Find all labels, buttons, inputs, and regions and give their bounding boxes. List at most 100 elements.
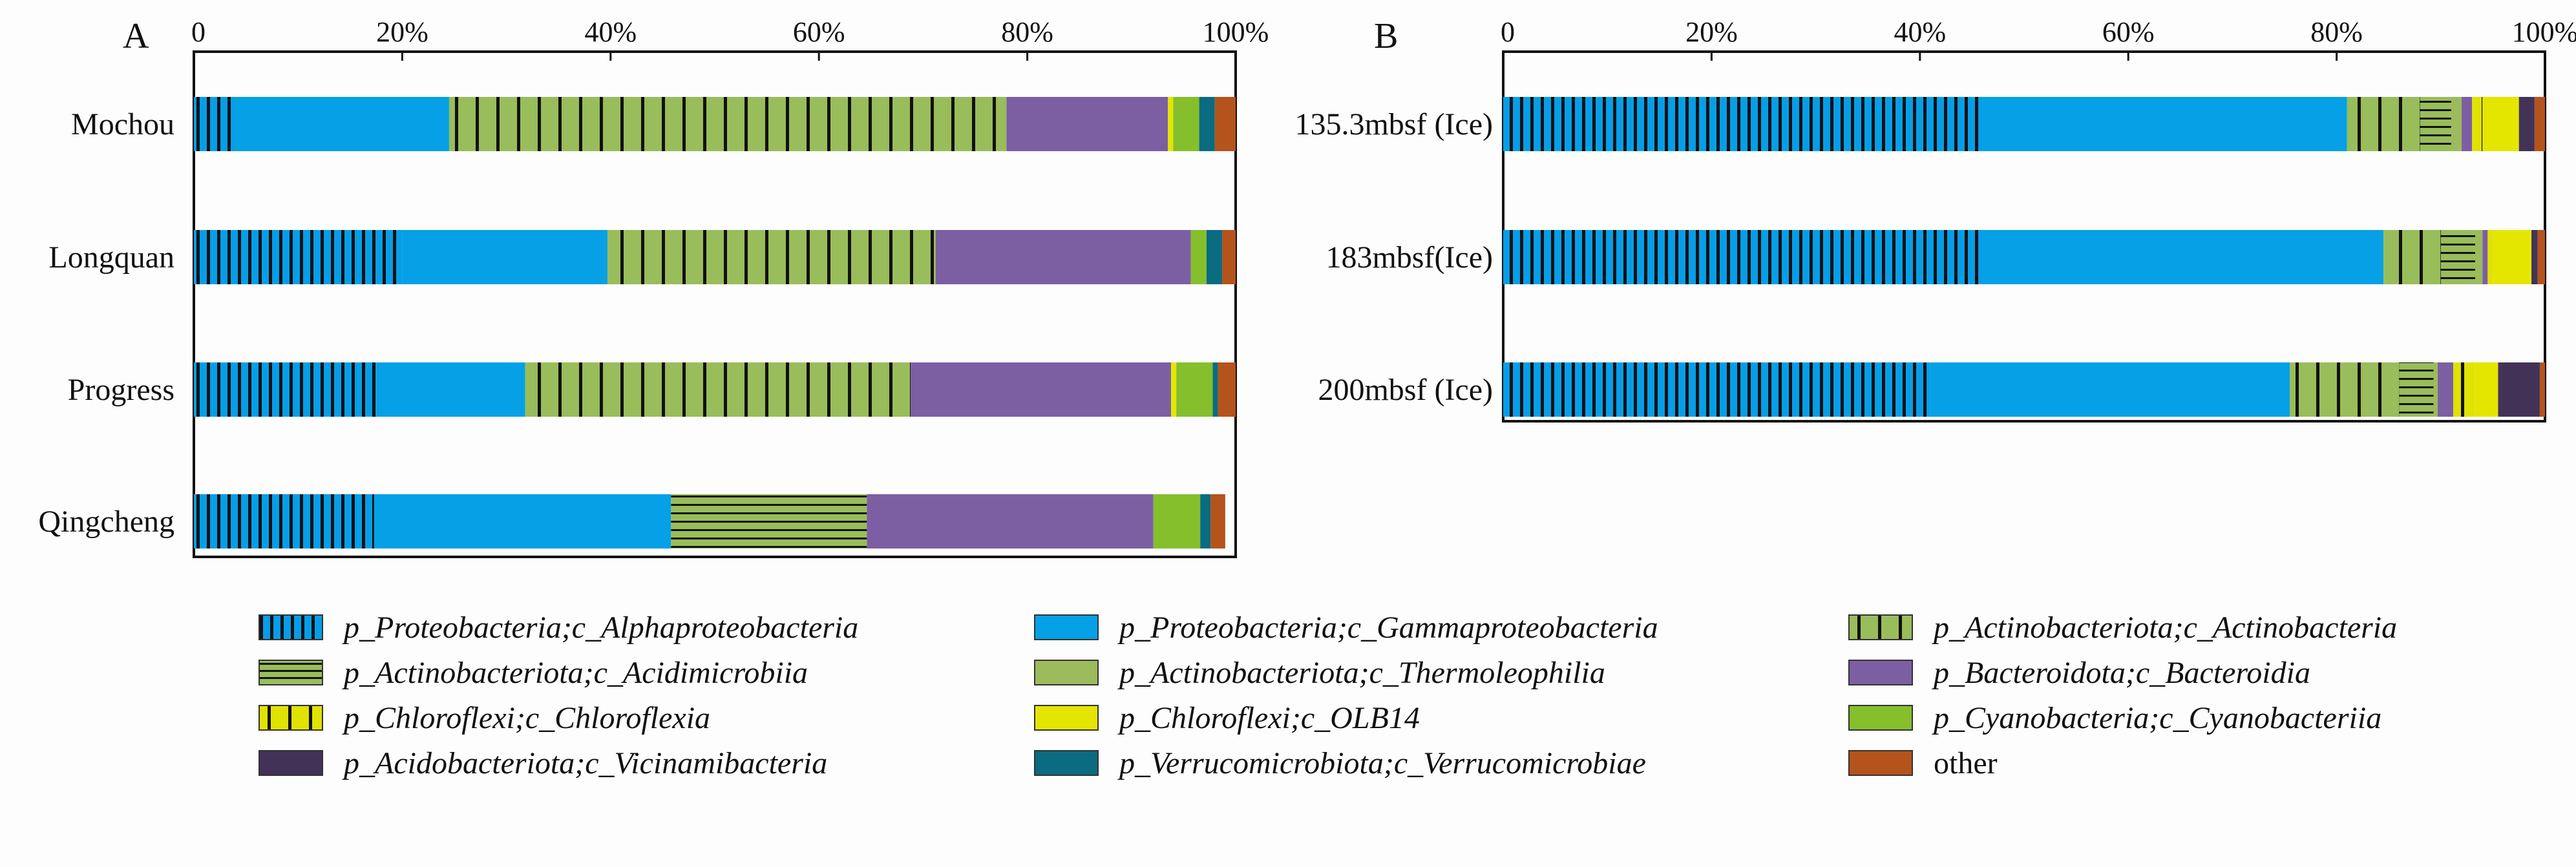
legend-item-olb14: p_Chloroflexi;c_OLB14 <box>1034 695 1420 740</box>
bar-segment-other <box>1214 97 1236 151</box>
legend-label: p_Actinobacteriota;c_Thermoleophilia <box>1119 655 1605 690</box>
bar-segment-bacteroidia <box>935 230 1191 284</box>
bar-segment-other <box>2539 362 2545 417</box>
x-tick-label: 60% <box>793 16 845 48</box>
bar-segment-pattern <box>2347 97 2420 151</box>
bar-segment-gamma <box>1982 97 2347 151</box>
legend-swatch <box>259 750 323 776</box>
panel-label: B <box>1374 16 1398 56</box>
bar-segment-other <box>2537 230 2545 284</box>
bar-segment-gamma <box>376 362 525 417</box>
bar-segment-bacteroidia <box>911 362 1172 417</box>
bar-segment-pattern <box>2472 97 2483 151</box>
bar-segment-pattern <box>2420 97 2451 151</box>
legend-swatch <box>1034 614 1099 640</box>
bar-segment-pattern <box>2290 362 2400 417</box>
x-tick-label: 40% <box>1894 16 1946 48</box>
bar-segment-gamma <box>1982 230 2384 284</box>
bar-segment-bacteroidia <box>867 494 1154 548</box>
bar-segment-pattern <box>194 97 236 151</box>
bar-segment-cyanobacteriia <box>1190 230 1207 284</box>
bar-segment-pattern <box>194 230 403 284</box>
legend-item-bacteroidia: p_Bacteroidota;c_Bacteroidia <box>1848 650 2310 695</box>
bar-segment-pattern <box>194 362 377 417</box>
bar-segment-verrucomicrobiae <box>1206 230 1223 284</box>
bar-segment-other <box>1210 494 1225 548</box>
legend-item-cyanobacteriia: p_Cyanobacteria;c_Cyanobacteriia <box>1848 695 2381 740</box>
bar-segment-pattern <box>1503 362 1930 417</box>
bar-segment-olb14 <box>2482 97 2519 151</box>
bar-segment-verrucomicrobiae <box>1199 97 1215 151</box>
x-tick-label: 60% <box>2102 16 2155 48</box>
panel-a-chart: A 0 20% 40% 60% 80% 100% Mochou Longquan Progress… <box>38 16 1269 558</box>
legend-item-actinobacteria: p_Actinobacteriota;c_Actinobacteria <box>1848 605 2397 650</box>
bar-segment-bacteroidia <box>2462 97 2473 151</box>
x-tick-label: 0 <box>191 16 206 48</box>
legend-item-acidimicrobiia: p_Actinobacteriota;c_Acidimicrobiia <box>259 650 808 695</box>
legend-swatch <box>1034 750 1099 776</box>
legend-item-other: other <box>1848 740 1998 786</box>
legend-label: p_Chloroflexi;c_OLB14 <box>1119 700 1420 735</box>
x-tick-label: 80% <box>2310 16 2363 48</box>
bar-segment-vicinamibacteria <box>2531 230 2538 284</box>
legend-label: p_Proteobacteria;c_Alphaproteobacteria <box>344 610 859 645</box>
bar-segment-olb14 <box>1168 97 1174 151</box>
legend-item-gamma: p_Proteobacteria;c_Gammaproteobacteria <box>1034 605 1658 650</box>
legend-label: p_Actinobacteriota;c_Actinobacteria <box>1934 610 2398 645</box>
bar-segment-thermoleophilia <box>2475 230 2483 284</box>
category-label: 183mbsf(Ice) <box>1325 240 1493 275</box>
legend: p_Proteobacteria;c_Alphaproteobacteria p_… <box>259 601 2559 859</box>
bar-segment-olb14 <box>2493 230 2532 284</box>
legend-swatch <box>1848 660 1913 685</box>
bar-segment-pattern <box>1503 230 1983 284</box>
bar-segment-pattern <box>671 494 867 548</box>
bar-segment-cyanobacteriia <box>1153 494 1201 548</box>
bar-segment-vicinamibacteria <box>2498 362 2540 417</box>
legend-swatch <box>259 705 323 731</box>
bar-segment-other <box>2534 97 2545 151</box>
legend-item-vicinamibacteria: p_Acidobacteriota;c_Vicinamibacteria <box>259 740 827 786</box>
bar-segment-pattern <box>2487 230 2493 284</box>
x-tick-label: 100% <box>1203 16 1269 48</box>
bar-segment-pattern <box>525 362 911 417</box>
bar-segment-gamma <box>1930 362 2290 417</box>
x-tick-label: 80% <box>1001 16 1053 48</box>
bar-segment-pattern <box>2453 362 2475 417</box>
bar-segment-pattern <box>2383 230 2441 284</box>
legend-item-alpha: p_Proteobacteria;c_Alphaproteobacteria <box>259 605 858 650</box>
category-label: Mochou <box>71 107 174 141</box>
legend-item-verrucomicrobiae: p_Verrucomicrobiota;c_Verrucomicrobiae <box>1034 740 1646 786</box>
bar-segment-thermoleophilia <box>2451 97 2462 151</box>
x-tick-label: 40% <box>584 16 637 48</box>
legend-label: other <box>1934 746 1998 780</box>
bar-segment-gamma <box>374 494 671 548</box>
legend-swatch <box>1034 660 1099 685</box>
bar-segment-pattern <box>449 97 1007 151</box>
x-tick-label: 20% <box>376 16 428 48</box>
bar-segment-olb14 <box>1171 362 1177 417</box>
legend-label: p_Proteobacteria;c_Gammaproteobacteria <box>1119 610 1658 645</box>
category-label: 135.3mbsf (Ice) <box>1294 107 1493 141</box>
bar-segment-pattern <box>2399 362 2434 417</box>
bar-segment-cyanobacteriia <box>1176 362 1213 417</box>
legend-label: p_Verrucomicrobiota;c_Verrucomicrobiae <box>1119 746 1646 780</box>
bar-segment-cyanobacteriia <box>1173 97 1199 151</box>
legend-item-chloroflexia: p_Chloroflexi;c_Chloroflexia <box>259 695 710 740</box>
bar-segment-verrucomicrobiae <box>1200 494 1211 548</box>
bar-segment-other <box>1218 362 1236 417</box>
legend-item-thermoleophilia: p_Actinobacteriota;c_Thermoleophilia <box>1034 650 1605 695</box>
category-label: Progress <box>68 373 174 407</box>
bar-segment-gamma <box>235 97 449 151</box>
x-tick-label: 0 <box>1501 16 1515 48</box>
bar-segment-bacteroidia <box>1006 97 1168 151</box>
bar-segment-bacteroidia <box>2437 362 2454 417</box>
category-label: 200mbsf (Ice) <box>1318 373 1493 407</box>
legend-swatch <box>259 614 323 640</box>
legend-swatch <box>259 660 323 685</box>
legend-swatch <box>1848 614 1913 640</box>
category-label: Longquan <box>48 240 174 275</box>
legend-label: p_Acidobacteriota;c_Vicinamibacteria <box>344 746 828 780</box>
bar-segment-pattern <box>194 494 374 548</box>
x-tick-label: 100% <box>2512 16 2576 48</box>
bar-segment-bacteroidia <box>2482 230 2488 284</box>
